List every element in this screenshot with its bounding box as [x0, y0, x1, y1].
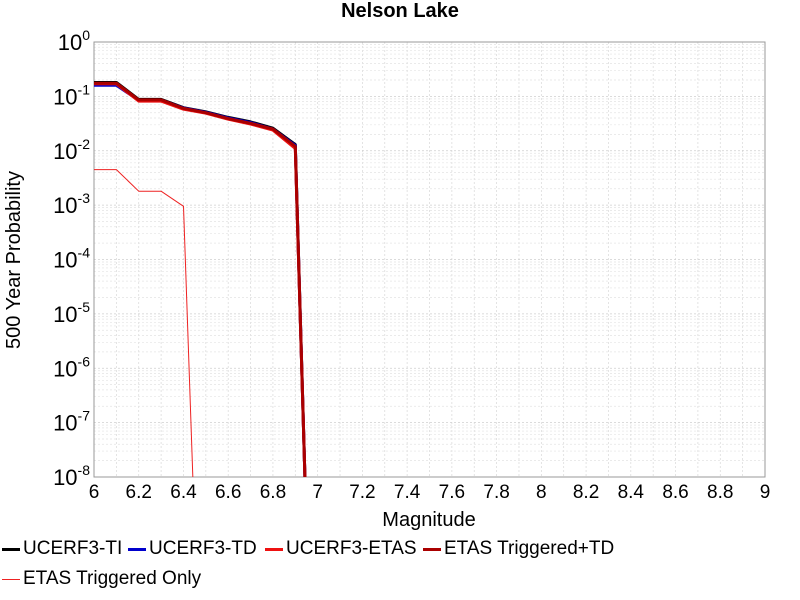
x-tick-label: 6.8 — [260, 482, 286, 503]
y-tick-label: 10-3 — [53, 190, 90, 218]
series-line — [94, 81, 307, 477]
legend-label: UCERF3-ETAS — [286, 538, 417, 559]
y-tick-exponent: -1 — [78, 81, 91, 97]
legend-item-etas-triggered-td: ETAS Triggered+TD — [423, 538, 614, 560]
legend-label: UCERF3-TI — [23, 538, 123, 559]
y-tick-label: 10-2 — [53, 136, 90, 164]
y-tick-base: 10 — [53, 248, 77, 273]
y-tick-label: 10-6 — [53, 353, 90, 381]
y-tick-exponent: -5 — [78, 299, 91, 315]
y-tick-exponent: -4 — [78, 245, 91, 261]
x-tick-labels: 6 6.2 6.4 6.6 6.8 7 7.2 7.4 7.6 7.8 8 8.2 8.4 8.6 8.8 9 — [89, 482, 771, 503]
x-tick-label: 6.4 — [170, 482, 197, 503]
y-tick-base: 10 — [53, 411, 77, 436]
grid — [94, 42, 766, 478]
legend-swatch — [265, 547, 283, 551]
x-tick-label: 7.8 — [483, 482, 509, 503]
x-tick-label: 6 — [89, 482, 100, 503]
series-line — [94, 169, 194, 477]
y-tick-base: 10 — [53, 302, 77, 327]
x-tick-label: 7 — [312, 482, 323, 503]
legend: UCERF3-TI UCERF3-TD UCERF3-ETAS ETAS Tri… — [0, 536, 800, 600]
legend-swatch — [2, 547, 20, 551]
y-tick-exponent: -2 — [78, 136, 91, 152]
x-tick-label: 8.4 — [618, 482, 645, 503]
legend-label: UCERF3-TD — [149, 538, 257, 559]
x-tick-label: 7.6 — [439, 482, 465, 503]
y-tick-label: 100 — [58, 27, 90, 55]
legend-swatch — [2, 578, 20, 580]
y-tick-base: 10 — [53, 84, 77, 109]
legend-item-etas-triggered-only: ETAS Triggered Only — [2, 568, 201, 590]
y-tick-label: 10-5 — [53, 299, 90, 327]
series-line — [94, 83, 307, 477]
plot-frame — [93, 41, 766, 478]
y-tick-exponent: -7 — [78, 408, 91, 424]
y-tick-label: 10-1 — [53, 81, 90, 109]
y-tick-exponent: -6 — [78, 353, 91, 369]
legend-item-ucerf3-ti: UCERF3-TI — [2, 538, 122, 560]
series-line — [94, 81, 307, 477]
x-tick-label: 7.2 — [349, 482, 375, 503]
y-tick-exponent: -3 — [78, 190, 91, 206]
x-tick-label: 8 — [536, 482, 547, 503]
y-tick-exponent: -8 — [78, 462, 91, 478]
x-tick-label: 6.6 — [215, 482, 241, 503]
y-tick-base: 10 — [53, 139, 77, 164]
x-tick-label: 6.2 — [126, 482, 152, 503]
legend-swatch — [423, 547, 441, 551]
legend-label: ETAS Triggered Only — [23, 568, 202, 589]
x-tick-label: 8.6 — [662, 482, 688, 503]
y-tick-base: 10 — [58, 30, 82, 55]
y-tick-label: 10-8 — [53, 462, 90, 490]
x-tick-label: 8.8 — [707, 482, 733, 503]
y-tick-base: 10 — [53, 356, 77, 381]
y-tick-base: 10 — [53, 465, 77, 490]
y-axis-label: 500 Year Probability — [3, 171, 25, 349]
x-axis-label: Magnitude — [382, 509, 475, 531]
x-tick-label: 7.4 — [394, 482, 421, 503]
legend-item-ucerf3-etas: UCERF3-ETAS — [265, 538, 417, 560]
legend-label: ETAS Triggered+TD — [444, 538, 615, 559]
legend-swatch — [128, 547, 146, 551]
x-tick-label: 8.2 — [573, 482, 599, 503]
series-lines — [94, 81, 307, 477]
chart-title: Nelson Lake — [341, 0, 459, 22]
x-tick-label: 9 — [760, 482, 771, 503]
y-tick-label: 10-7 — [53, 408, 90, 436]
y-tick-exponent: 0 — [82, 27, 90, 43]
legend-item-ucerf3-td: UCERF3-TD — [128, 538, 257, 560]
y-tick-base: 10 — [53, 193, 77, 218]
y-tick-label: 10-4 — [53, 245, 90, 273]
